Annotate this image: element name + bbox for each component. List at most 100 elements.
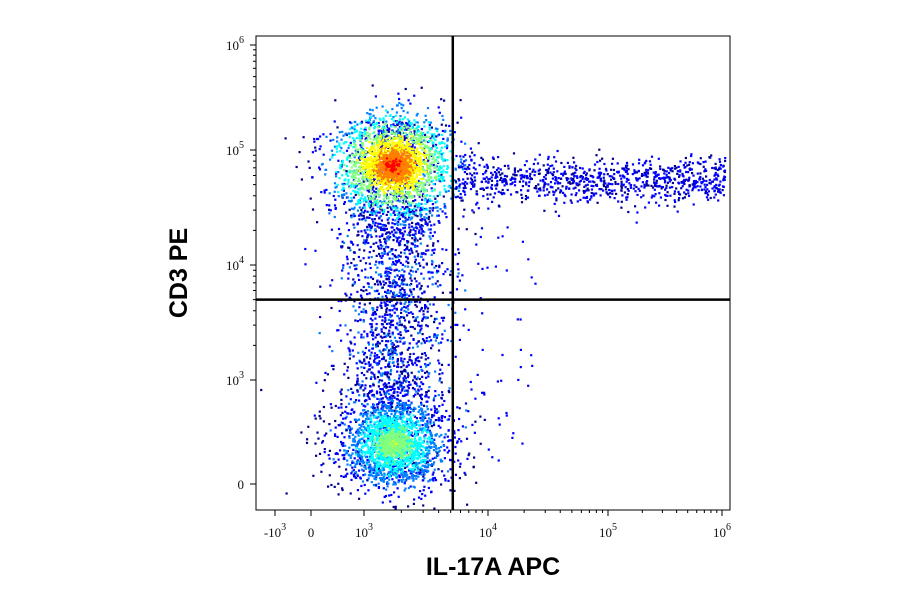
- event-dot: [365, 177, 368, 180]
- event-dot: [428, 165, 431, 168]
- event-dot: [430, 161, 433, 164]
- event-dot: [394, 263, 397, 266]
- event-dot: [361, 186, 364, 189]
- event-dot: [348, 246, 351, 249]
- event-dot: [454, 167, 457, 170]
- event-dot: [393, 190, 396, 193]
- event-dot: [405, 260, 408, 263]
- event-dot: [396, 256, 399, 259]
- event-dot: [379, 304, 382, 307]
- event-dot: [376, 397, 379, 400]
- event-dot: [382, 405, 385, 408]
- event-dot: [366, 112, 369, 115]
- event-dot: [372, 197, 375, 200]
- event-dot: [345, 255, 349, 258]
- event-dot: [393, 294, 396, 297]
- event-dot: [404, 466, 407, 469]
- event-dot: [406, 256, 409, 259]
- event-dot: [439, 368, 442, 371]
- event-dot: [401, 394, 405, 398]
- event-dot: [362, 469, 365, 472]
- event-dot: [393, 189, 396, 192]
- event-dot: [449, 273, 452, 276]
- event-dot: [350, 184, 353, 187]
- event-dot: [369, 323, 372, 326]
- event-dot: [388, 332, 391, 335]
- event-dot: [461, 182, 464, 185]
- event-dot: [347, 277, 350, 280]
- event-dot: [371, 334, 374, 337]
- event-dot: [396, 143, 399, 146]
- event-dot: [358, 463, 362, 466]
- event-dot: [399, 208, 402, 211]
- event-dot: [406, 372, 409, 375]
- event-dot: [394, 137, 397, 140]
- event-dot: [428, 140, 431, 143]
- event-dot: [426, 107, 430, 110]
- event-dot: [375, 173, 379, 176]
- event-dot: [408, 154, 411, 157]
- event-dot: [394, 419, 397, 422]
- event-dot: [413, 422, 416, 425]
- event-dot: [370, 191, 373, 195]
- event-dot: [440, 381, 443, 384]
- event-dot: [410, 311, 413, 314]
- event-dot: [386, 218, 389, 221]
- event-dot: [349, 329, 352, 332]
- event-dot: [431, 276, 434, 279]
- event-dot: [377, 149, 380, 152]
- event-dot: [382, 121, 385, 124]
- event-dot: [366, 156, 369, 159]
- event-dot: [414, 357, 417, 361]
- event-dot: [425, 170, 428, 173]
- event-dot: [447, 363, 450, 366]
- event-dot: [382, 426, 385, 429]
- event-dot: [436, 200, 439, 203]
- event-dot: [415, 364, 418, 367]
- event-dot: [408, 177, 412, 180]
- event-dot: [345, 429, 348, 432]
- event-dot: [362, 319, 365, 322]
- event-dot: [313, 137, 316, 141]
- event-dot: [420, 219, 423, 222]
- event-dot: [376, 147, 379, 150]
- event-dot: [418, 301, 422, 304]
- event-dot: [426, 316, 429, 319]
- event-dot: [390, 132, 393, 135]
- event-dot: [449, 150, 452, 153]
- event-dot: [363, 161, 367, 164]
- event-dot: [436, 160, 439, 163]
- event-dot: [388, 409, 391, 412]
- event-dot: [481, 158, 484, 161]
- event-dot: [397, 194, 401, 197]
- event-dot: [410, 167, 413, 171]
- event-dot: [360, 184, 363, 187]
- event-dot: [435, 408, 438, 411]
- event-dot: [375, 326, 378, 330]
- event-dot: [387, 144, 390, 147]
- event-dot: [421, 186, 424, 189]
- event-dot: [422, 475, 425, 478]
- event-dot: [410, 279, 413, 282]
- event-dot: [390, 208, 393, 211]
- event-dot: [450, 340, 453, 343]
- event-dot: [422, 193, 425, 196]
- event-dot: [394, 197, 397, 200]
- event-dot: [460, 140, 463, 143]
- event-dot: [411, 251, 414, 254]
- event-dot: [347, 146, 350, 150]
- event-dot: [428, 210, 431, 213]
- event-dot: [408, 181, 411, 185]
- event-dot: [353, 131, 356, 134]
- event-dot: [362, 206, 365, 209]
- event-dot: [434, 370, 437, 373]
- event-dot: [393, 171, 396, 174]
- event-dot: [397, 190, 400, 193]
- event-dot: [401, 263, 404, 266]
- event-dot: [396, 182, 400, 185]
- event-dot: [359, 360, 362, 363]
- event-dot: [361, 217, 364, 220]
- event-dot: [363, 393, 366, 396]
- event-dot: [402, 182, 405, 185]
- event-dot: [359, 144, 362, 147]
